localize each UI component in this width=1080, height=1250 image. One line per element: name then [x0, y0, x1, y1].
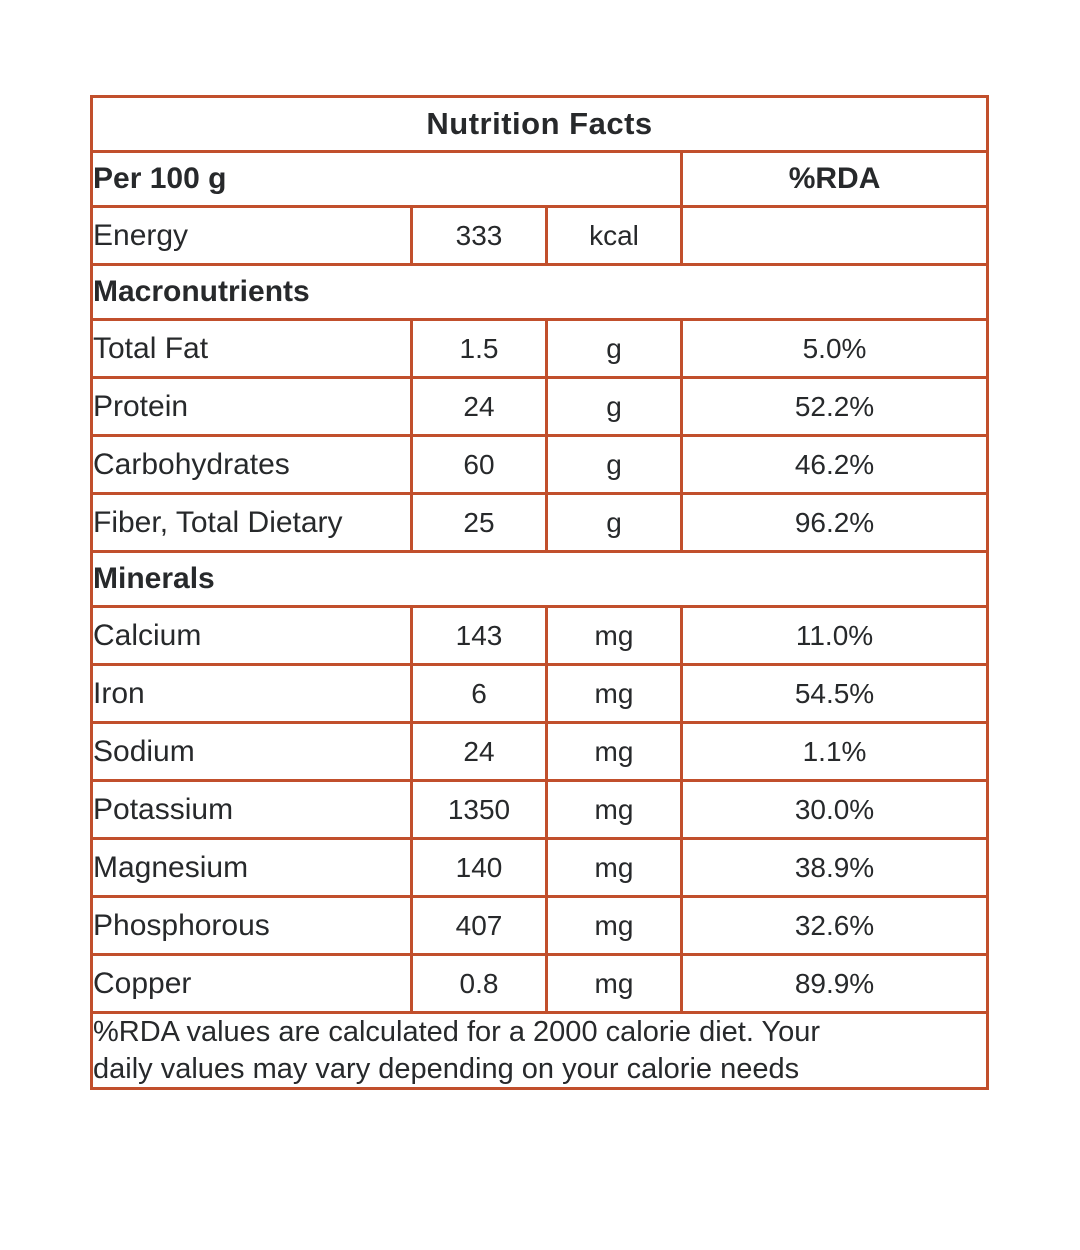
nutrient-rda: 46.2% — [679, 434, 990, 495]
section-header-row-macronutrients: Macronutrients — [89, 263, 990, 321]
table-row: Protein 24 g 52.2% — [90, 376, 990, 437]
table-row: Copper 0.8 mg 89.9% — [90, 953, 990, 1014]
table-row: Phosphorous 407 mg 32.6% — [90, 895, 990, 956]
nutrient-value: 25 — [410, 492, 548, 553]
table-title: Nutrition Facts — [89, 95, 990, 153]
nutrient-label: Calcium — [90, 605, 413, 666]
nutrient-unit: mg — [545, 721, 683, 782]
nutrient-value: 60 — [410, 434, 548, 495]
nutrient-label: Potassium — [90, 779, 413, 840]
rda-footnote: %RDA values are calculated for a 2000 ca… — [93, 1016, 821, 1085]
nutrient-label: Copper — [90, 953, 413, 1014]
nutrient-label: Protein — [90, 376, 413, 437]
nutrient-value: 1350 — [410, 779, 548, 840]
nutrient-rda: 89.9% — [679, 953, 990, 1014]
nutrient-label: Carbohydrates — [90, 434, 413, 495]
nutrient-unit: mg — [545, 895, 683, 956]
nutrient-label: Sodium — [90, 721, 413, 782]
nutrient-unit: g — [545, 318, 683, 379]
nutrient-unit: g — [545, 434, 683, 495]
table-row-energy: Energy 333 kcal — [90, 205, 990, 266]
nutrient-value: 140 — [410, 837, 548, 898]
footnote-cell: %RDA values are calculated for a 2000 ca… — [89, 1010, 990, 1091]
nutrient-value: 333 — [410, 205, 548, 266]
table-row: Potassium 1350 mg 30.0% — [90, 779, 990, 840]
nutrient-rda: 52.2% — [679, 376, 990, 437]
section-title: Macronutrients — [89, 263, 990, 321]
section-header-row-minerals: Minerals — [89, 550, 990, 608]
nutrient-label: Phosphorous — [90, 895, 413, 956]
nutrient-unit: g — [545, 376, 683, 437]
nutrient-rda: 30.0% — [679, 779, 990, 840]
nutrient-rda: 38.9% — [679, 837, 990, 898]
nutrient-value: 1.5 — [410, 318, 548, 379]
nutrient-rda: 5.0% — [679, 318, 990, 379]
table-row: Carbohydrates 60 g 46.2% — [90, 434, 990, 495]
nutrient-rda: 11.0% — [679, 605, 990, 666]
nutrient-value: 24 — [410, 376, 548, 437]
nutrient-unit: mg — [545, 837, 683, 898]
table-row: Total Fat 1.5 g 5.0% — [90, 318, 990, 379]
nutrient-label: Magnesium — [90, 837, 413, 898]
nutrient-unit: mg — [545, 953, 683, 1014]
nutrient-value: 407 — [410, 895, 548, 956]
rda-column-header: %RDA — [679, 150, 990, 208]
nutrient-label: Fiber, Total Dietary — [90, 492, 413, 553]
nutrient-value: 24 — [410, 721, 548, 782]
table-row: Magnesium 140 mg 38.9% — [90, 837, 990, 898]
nutrient-rda: 96.2% — [679, 492, 990, 553]
serving-size-header: Per 100 g — [90, 150, 683, 208]
nutrient-rda: 1.1% — [679, 721, 990, 782]
table-row: Sodium 24 mg 1.1% — [90, 721, 990, 782]
nutrient-rda: 32.6% — [679, 895, 990, 956]
column-header-row: Per 100 g %RDA — [90, 150, 990, 208]
section-title: Minerals — [89, 550, 990, 608]
nutrient-rda: 54.5% — [679, 663, 990, 724]
footnote-row: %RDA values are calculated for a 2000 ca… — [89, 1010, 990, 1091]
nutrient-label: Iron — [90, 663, 413, 724]
nutrient-value: 0.8 — [410, 953, 548, 1014]
nutrient-rda — [679, 205, 990, 266]
nutrient-label: Total Fat — [90, 318, 413, 379]
nutrition-facts-table: Nutrition Facts Per 100 g %RDA Energy 33… — [89, 95, 990, 1091]
table-row: Iron 6 mg 54.5% — [90, 663, 990, 724]
nutrient-label: Energy — [90, 205, 413, 266]
table-row: Calcium 143 mg 11.0% — [90, 605, 990, 666]
title-row: Nutrition Facts — [89, 95, 990, 153]
nutrient-unit: mg — [545, 605, 683, 666]
nutrient-unit: kcal — [545, 205, 683, 266]
nutrient-unit: mg — [545, 663, 683, 724]
table-row: Fiber, Total Dietary 25 g 96.2% — [90, 492, 990, 553]
nutrient-unit: g — [545, 492, 683, 553]
nutrient-value: 143 — [410, 605, 548, 666]
nutrient-unit: mg — [545, 779, 683, 840]
nutrient-value: 6 — [410, 663, 548, 724]
